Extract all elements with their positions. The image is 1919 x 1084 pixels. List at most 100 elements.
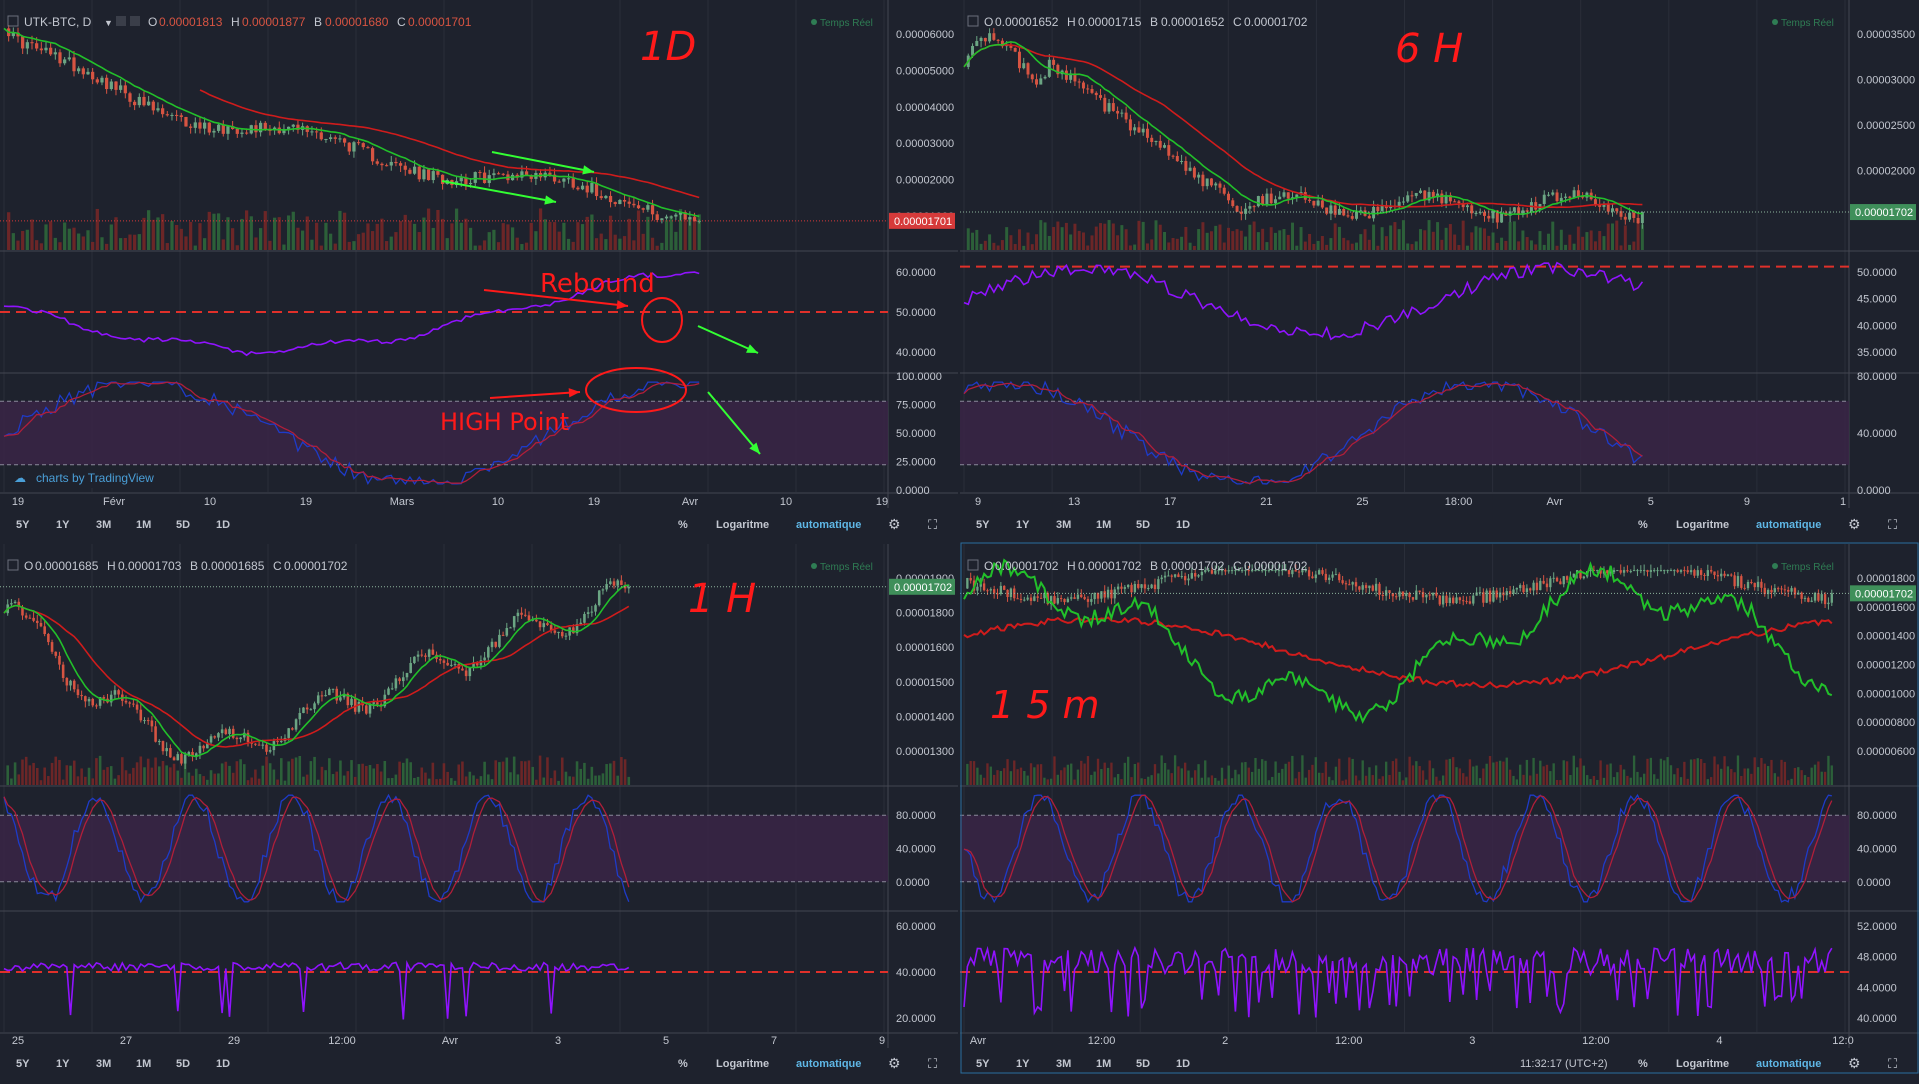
price-axis[interactable]: 0.000019000.000018000.000016000.00001500… [889,573,955,1025]
auto-scale-button[interactable]: automatique [796,1058,861,1070]
volume-bar [988,234,992,250]
timeframe-button-1y[interactable]: 1Y [56,519,70,531]
timeframe-button-5d[interactable]: 5D [1136,1058,1150,1070]
timeframe-button-5y[interactable]: 5Y [16,1058,30,1070]
chevron-down-icon[interactable]: ▼ [104,18,113,28]
auto-scale-button[interactable]: automatique [1756,1058,1821,1070]
price-axis[interactable]: 0.000018000.000016000.000014000.00001200… [1850,573,1916,1025]
timeframe-toolbar[interactable]: 5Y 1Y 3M 1M 5D 1D 11:32:17 (UTC+2)% Logaritme au… [976,1055,1898,1071]
collapse-icon[interactable] [7,559,19,571]
rsi-pane[interactable] [0,959,888,1020]
timeframe-toolbar[interactable]: 5Y 1Y 3M 1M 5D 1D% Logaritme automatique ⚙ ⛶ [976,516,1898,532]
timeframe-toolbar[interactable]: 5Y 1Y 3M 1M 5D 1D% Logaritme automatique ⚙ ⛶ [16,516,938,532]
timeframe-button-3m[interactable]: 3M [96,1058,111,1070]
candle-body [1314,574,1317,579]
log-scale-button[interactable]: Logaritme [1676,519,1729,531]
candle-body [601,589,605,591]
timeframe-button-1y[interactable]: 1Y [56,1058,70,1070]
fullscreen-icon[interactable]: ⛶ [1887,1056,1898,1071]
timeframe-button-1d[interactable]: 1D [1176,519,1190,531]
timeframe-button-1m[interactable]: 1M [136,1058,151,1070]
percent-scale-button[interactable]: % [1638,1058,1648,1070]
timeframe-button-3m[interactable]: 3M [96,519,111,531]
volume-bar [966,228,970,250]
collapse-icon[interactable] [967,559,979,571]
candle-body [143,720,146,722]
stochastic-pane[interactable] [960,793,1849,904]
volume-bar [368,764,372,785]
log-scale-button[interactable]: Logaritme [716,1058,769,1070]
timeframe-button-1m[interactable]: 1M [136,519,151,531]
price-axis[interactable]: 0.000060000.000050000.000040000.00003000… [889,29,955,497]
hide-icon[interactable] [130,16,140,26]
volume-bar [1827,755,1830,785]
timeframe-button-5y[interactable]: 5Y [976,1058,990,1070]
log-scale-button[interactable]: Logaritme [716,519,769,531]
time-axis-tick: Avr [682,496,699,508]
gear-icon[interactable]: ⚙ [1848,516,1861,532]
volume-bar [413,777,416,785]
percent-scale-button[interactable]: % [678,1058,688,1070]
stochastic-pane[interactable] [0,793,888,904]
chart-panel-top-left[interactable]: 0.000060000.000050000.000040000.00003000… [0,0,958,533]
gear-icon[interactable]: ⚙ [888,516,901,532]
time-axis[interactable]: 25 27 29 12:00 Avr 3 5 7 9 [12,1035,885,1047]
candle-body [1730,574,1733,576]
timeframe-button-1m[interactable]: 1M [1096,519,1111,531]
percent-scale-button[interactable]: % [678,519,688,531]
chart-panel-bottom-right[interactable]: 0.000018000.000016000.000014000.00001200… [960,544,1919,1072]
watermark-text[interactable]: charts by TradingView [36,471,154,485]
fullscreen-icon[interactable]: ⛶ [927,517,938,532]
timeframe-button-5y[interactable]: 5Y [976,519,990,531]
auto-scale-button[interactable]: automatique [796,519,861,531]
timeframe-button-3m[interactable]: 3M [1056,519,1071,531]
candle-body [1415,590,1418,600]
chart-panel-top-right[interactable]: 0.000035000.000030000.000025000.00002000… [960,0,1919,533]
volume-bar [1073,223,1077,250]
log-scale-button[interactable]: Logaritme [1676,1058,1729,1070]
volume-bar [235,245,239,250]
collapse-icon[interactable] [967,15,979,27]
time-axis[interactable]: 19 Févr 10 19 Mars 10 19 Avr 10 19 [12,496,888,508]
fullscreen-icon[interactable]: ⛶ [927,1056,938,1071]
rsi-pane[interactable] [960,945,1849,1018]
stochastic-pane[interactable] [0,381,888,486]
timeframe-button-1m[interactable]: 1M [1096,1058,1111,1070]
auto-scale-button[interactable]: automatique [1756,519,1821,531]
rsi-pane[interactable] [960,261,1849,341]
timeframe-button-1d[interactable]: 1D [1176,1058,1190,1070]
timeframe-button-5d[interactable]: 5D [176,1058,190,1070]
volume-bar [1316,240,1320,250]
timeframe-button-1d[interactable]: 1D [216,1058,230,1070]
timeframe-button-1y[interactable]: 1Y [1016,519,1030,531]
time-axis[interactable]: Avr 12:00 2 12:00 3 12:00 4 12:0 [970,1035,1854,1047]
collapse-icon[interactable] [7,15,19,27]
timeframe-button-1d[interactable]: 1D [216,519,230,531]
candle-body [1582,576,1586,579]
tradingview-watermark[interactable]: ☁ charts by TradingView [8,466,160,488]
rsi-pane[interactable] [0,271,888,357]
percent-scale-button[interactable]: % [1638,519,1648,531]
timeframe-button-5d[interactable]: 5D [1136,519,1150,531]
candle-body [999,585,1003,595]
candle-body [198,745,202,754]
settings-icon[interactable] [116,16,126,26]
fullscreen-icon[interactable]: ⛶ [1887,517,1898,532]
volume-bar [117,775,120,785]
gear-icon[interactable]: ⚙ [1848,1055,1861,1071]
timeframe-button-5y[interactable]: 5Y [16,519,30,531]
timeframe-button-1y[interactable]: 1Y [1016,1058,1030,1070]
time-axis[interactable]: 9 13 17 21 25 18:00 Avr 5 9 1 [975,496,1846,508]
candle-body [1110,589,1113,599]
stochastic-pane[interactable] [960,380,1849,485]
volume-bar [100,237,104,250]
timeframe-button-5d[interactable]: 5D [176,519,190,531]
price-axis[interactable]: 0.000035000.000030000.000025000.00002000… [1850,29,1916,497]
candle-body [553,630,557,633]
candle-body [335,688,339,701]
gear-icon[interactable]: ⚙ [888,1055,901,1071]
timeframe-toolbar[interactable]: 5Y 1Y 3M 1M 5D 1D% Logaritme automatique ⚙ ⛶ [16,1055,938,1071]
chart-panel-bottom-left[interactable]: 0.000019000.000018000.000016000.00001500… [0,544,958,1072]
symbol-label[interactable]: UTK-BTC, D [24,15,92,29]
timeframe-button-3m[interactable]: 3M [1056,1058,1071,1070]
